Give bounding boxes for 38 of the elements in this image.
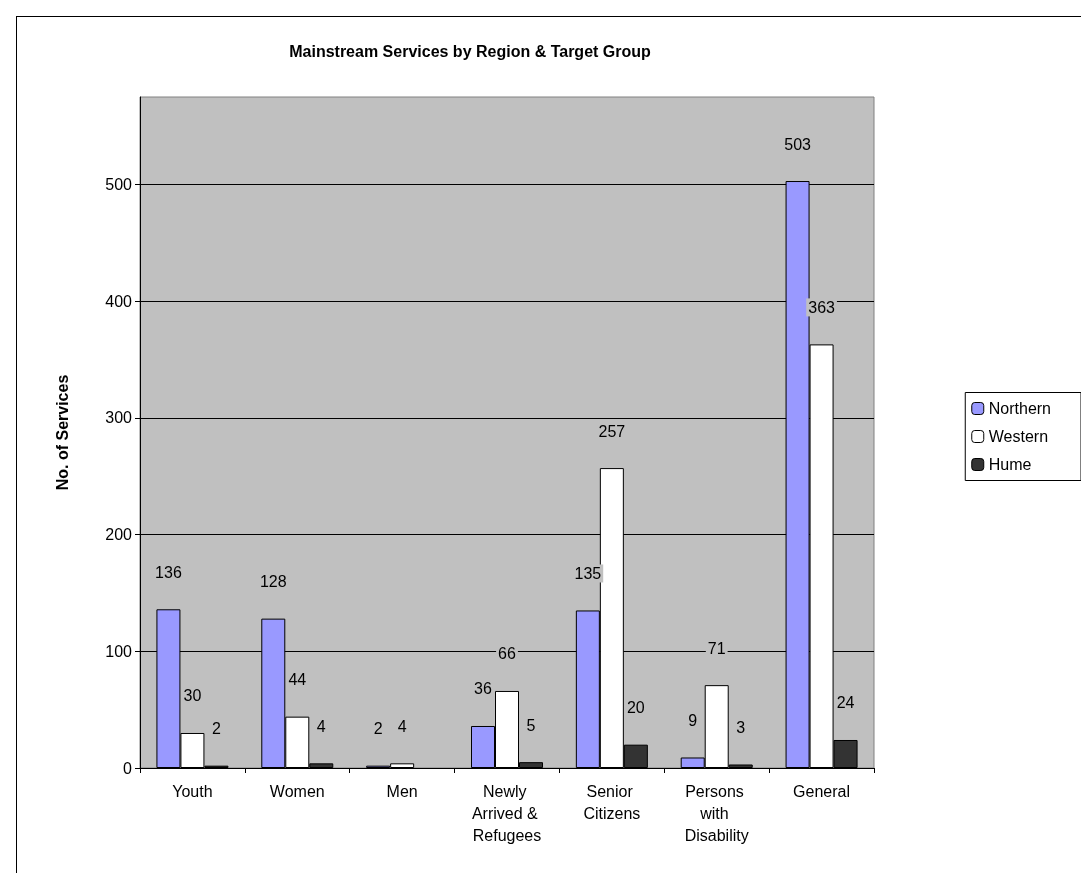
x-tick-label: General [793,782,851,800]
data-label: 135 [574,564,602,582]
data-label: 2 [373,720,383,738]
x-tick-label: Persons with Disability [684,782,749,844]
data-label: 4 [316,717,326,735]
y-tick-label: 300 [105,409,133,427]
data-label: 9 [688,712,698,729]
y-tick-label: 500 [105,176,133,194]
data-label: 44 [288,671,307,689]
data-label: 5 [526,716,536,734]
data-label: 128 [259,573,287,591]
x-tick-label: Women [269,782,325,800]
x-tick-label: Men [386,782,418,800]
data-label: 24 [836,694,855,712]
legend-label: Hume [988,456,1032,473]
legend-label: Western [988,428,1049,445]
data-label: 363 [808,298,836,316]
data-label: 503 [784,135,812,153]
data-label: 30 [183,687,202,705]
data-label: 136 [155,563,182,581]
data-label: 36 [474,680,492,698]
data-label: 2 [211,720,221,738]
x-tick-label: Newly Arrived & Refugees [471,782,543,844]
data-label: 71 [707,639,726,657]
y-tick-label: 400 [105,292,133,310]
data-label: 66 [498,645,516,663]
y-tick-label: 200 [105,526,133,544]
y-tick-label: 0 [123,759,133,777]
data-label: 3 [736,719,746,736]
legend-label: Northern [988,400,1051,417]
x-tick-label: Senior Citizens [583,782,641,822]
y-axis-title: No. of Services [53,374,71,491]
x-tick-label: Youth [172,782,213,800]
data-label: 4 [397,717,407,735]
data-label: 257 [598,422,626,440]
y-tick-label: 100 [105,642,133,660]
chart-title: Mainstream Services by Region & Target Group [289,42,652,60]
data-label: 20 [626,699,645,717]
